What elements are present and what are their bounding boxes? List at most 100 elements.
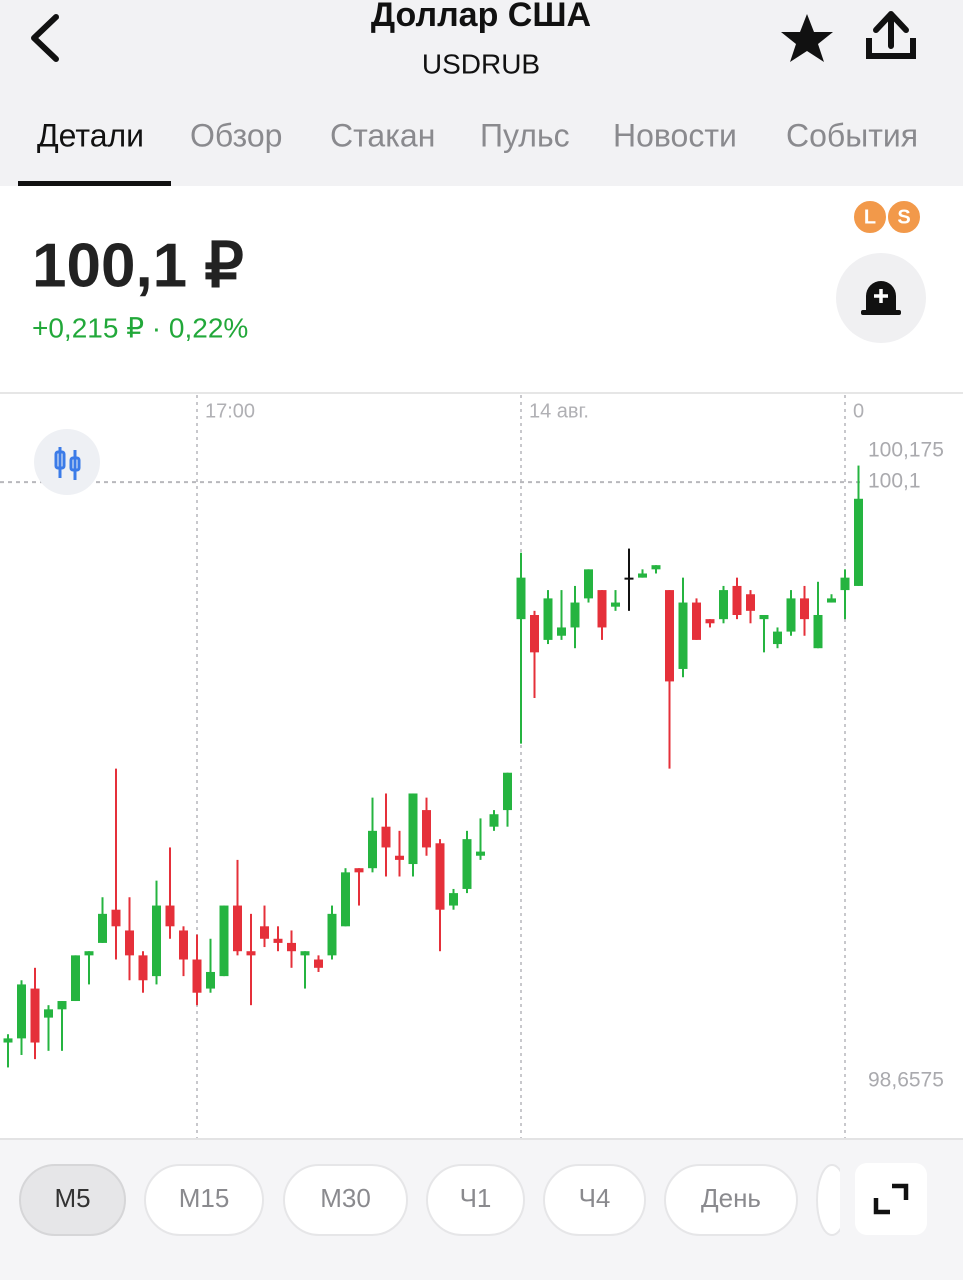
candle-body (462, 839, 472, 889)
badge-label: S (897, 206, 910, 228)
timeframe-button[interactable] (19, 1164, 126, 1236)
fullscreen-icon (873, 1183, 909, 1215)
candle-body (395, 855, 404, 860)
candle-body (422, 810, 431, 848)
candle-body (57, 1001, 67, 1010)
candle-body (381, 826, 391, 848)
candle-body (638, 573, 647, 578)
candle-body (827, 598, 836, 603)
candle-body (219, 905, 229, 977)
candle-body (449, 893, 458, 906)
candle-body (651, 565, 661, 570)
candle-body (759, 614, 769, 620)
candle-body (624, 577, 634, 580)
current-price-label: 100,1 (868, 470, 921, 493)
tabs: Детали Обзор Стакан Пульс Новости События (37, 117, 918, 153)
candle-body (665, 590, 674, 682)
candle-body (98, 913, 107, 943)
candle-body (125, 930, 134, 956)
timeframe-label: M15 (179, 1183, 230, 1213)
candle-body (611, 602, 620, 607)
candle-body (773, 631, 782, 645)
candle-body (786, 598, 796, 632)
candle-body (557, 627, 566, 636)
timeframe-button[interactable] (144, 1164, 264, 1236)
candle-body (516, 577, 526, 620)
timeframe-button[interactable] (283, 1164, 408, 1236)
tab[interactable]: Стакан (330, 117, 435, 153)
timeframe-label: Ч1 (460, 1183, 492, 1213)
timeframe-button[interactable] (426, 1164, 525, 1236)
candle-body (206, 971, 215, 989)
candle-body (408, 793, 418, 865)
chart-type-button[interactable] (34, 429, 100, 495)
candle-body (678, 602, 688, 669)
candle-body (746, 594, 755, 611)
timeframe-button[interactable] (664, 1164, 798, 1236)
time-label: 0 (853, 400, 864, 422)
candle-body (287, 942, 296, 952)
time-label: 17:00 (205, 400, 255, 422)
candle-body (705, 619, 715, 624)
tab[interactable]: Пульс (480, 117, 570, 153)
candle-body (476, 851, 485, 856)
candle-body (165, 905, 175, 927)
timeframe-label: Ч4 (579, 1183, 611, 1213)
candle-body (800, 598, 809, 620)
candle-body (192, 959, 202, 993)
candle-body (503, 772, 512, 811)
candle-body (435, 843, 445, 910)
candle-body (692, 602, 701, 640)
candle-body (854, 498, 863, 586)
title: Доллар США (371, 0, 591, 34)
candle-body (543, 598, 553, 640)
badge-label: L (864, 206, 876, 228)
favorite-button[interactable] (781, 14, 833, 62)
candle-body (489, 814, 499, 827)
candle-body (354, 868, 364, 873)
candle-body (273, 938, 283, 943)
time-label: 14 авг. (529, 400, 589, 422)
tab[interactable]: События (786, 117, 918, 153)
chart-type-icon (54, 447, 81, 480)
price-change: +0,215 ₽ · 0,22% (32, 312, 248, 343)
candle-body (84, 951, 94, 956)
y-tick-label: 100,175 (868, 439, 944, 462)
candle-body (260, 926, 269, 939)
y-tick-label: 98,6575 (868, 1068, 944, 1091)
timeframes: M5 M15 M30 Ч1 Ч4 День (19, 1164, 798, 1236)
candle-body (152, 905, 161, 977)
timeframe-label: M5 (54, 1183, 90, 1213)
tab[interactable]: Новости (613, 117, 737, 153)
candle-body (840, 577, 850, 591)
candle-body (233, 905, 242, 952)
tab[interactable]: Обзор (190, 117, 282, 153)
tab[interactable]: Детали (37, 117, 144, 153)
candle-body (314, 959, 323, 968)
candle-body (570, 602, 580, 628)
candle-body (138, 955, 148, 981)
candle-body (719, 590, 728, 620)
timeframe-label: M30 (320, 1183, 371, 1213)
back-button[interactable] (31, 14, 59, 62)
share-button[interactable] (866, 11, 916, 59)
candle-body (300, 951, 310, 956)
candle-body (732, 585, 742, 615)
fullscreen-button[interactable] (855, 1163, 927, 1235)
candle-body (584, 569, 593, 599)
timeframe-button[interactable] (543, 1164, 646, 1236)
candle-body (44, 1009, 53, 1018)
candle-body (30, 988, 40, 1043)
candle-body (327, 913, 337, 956)
candle-body (17, 984, 26, 1039)
alert-icon (861, 281, 901, 315)
candle-body (341, 872, 350, 927)
candle-body (71, 955, 80, 1002)
candle-body (3, 1038, 13, 1043)
candle-body (111, 909, 121, 927)
ticker: USDRUB (422, 48, 540, 79)
